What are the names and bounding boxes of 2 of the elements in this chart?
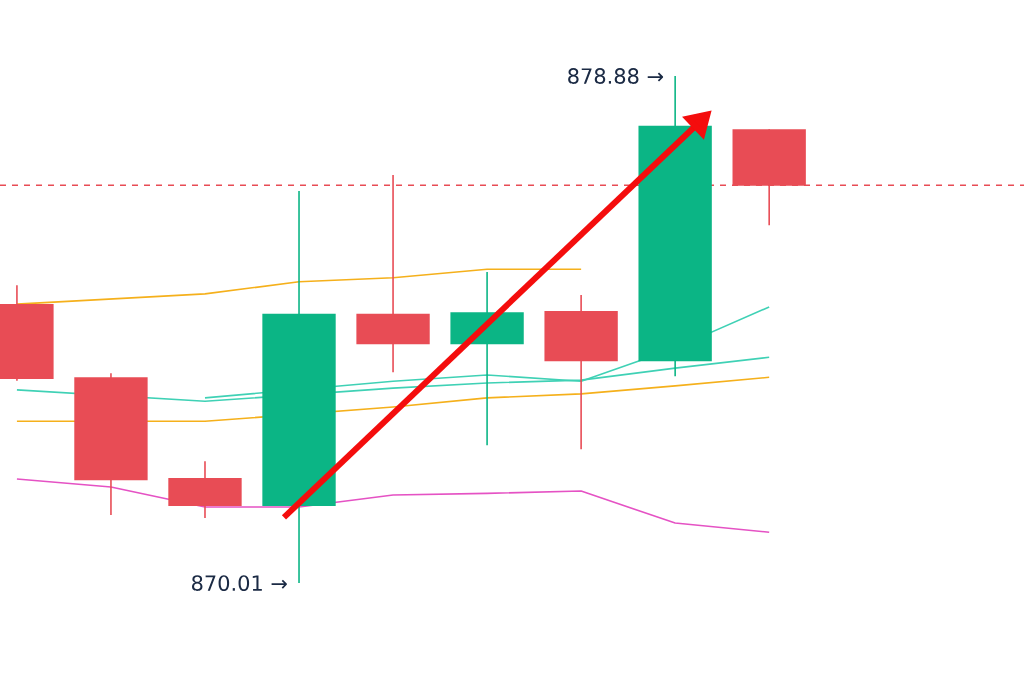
annotation: 878.88 →	[568, 68, 664, 84]
annotation: 870.01 →	[192, 575, 287, 592]
